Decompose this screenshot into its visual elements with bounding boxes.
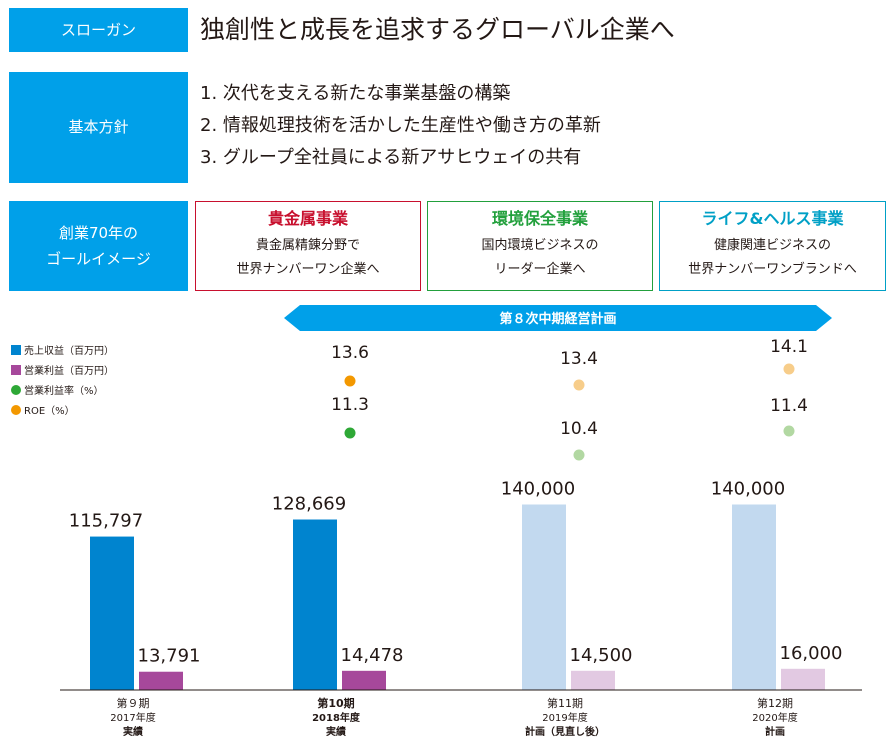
plan-banner-text: 第８次中期経営計画 [499, 311, 616, 327]
bar-revenue [732, 504, 776, 690]
x-tick-label-status: 計画 [765, 725, 785, 738]
bar-revenue [293, 519, 337, 690]
bar-value-label: 16,000 [780, 643, 843, 664]
margin-value-label: 11.3 [331, 395, 369, 415]
goal-label: 創業70年の ゴールイメージ [9, 201, 188, 291]
bar-operating-profit [571, 670, 615, 690]
margin-value-label: 11.4 [770, 396, 808, 416]
policy-label: 基本方針 [9, 72, 188, 183]
legend-label: ROE（%） [24, 405, 75, 417]
goal-card-line1: 健康関連ビジネスの [713, 238, 831, 253]
legend-swatch-square [11, 365, 21, 375]
goal-card-line2: リーダー企業へ [494, 262, 586, 277]
goal-card-line1: 貴金属精錬分野で [255, 238, 360, 253]
goal-card-line2: 世界ナンバーワン企業へ [236, 262, 380, 277]
bar-revenue [90, 536, 134, 690]
bar-value-label: 140,000 [711, 479, 785, 500]
goal-card-life-health: ライフ&ヘルス事業 健康関連ビジネスの 世界ナンバーワンブランドへ [659, 201, 886, 291]
goal-card-title: 貴金属事業 [267, 209, 348, 228]
goal-card-precious-metals: 貴金属事業 貴金属精錬分野で 世界ナンバーワン企業へ [195, 201, 421, 291]
plan-banner-arrow [284, 305, 832, 331]
policy-list: 1. 次代を支える新たな事業基盤の構築 2. 情報処理技術を活かした生産性や働き… [200, 78, 601, 174]
bar-value-label: 140,000 [501, 479, 575, 500]
goal-card-title: ライフ&ヘルス事業 [701, 209, 844, 228]
policy-item: 3. グループ全社員による新アサヒウェイの共有 [200, 147, 582, 168]
bar-value-label: 14,500 [570, 645, 633, 666]
roe-value-label: 14.1 [770, 337, 808, 357]
margin-point [573, 449, 585, 461]
legend-label: 営業利益率（%） [24, 384, 104, 397]
roe-value-label: 13.4 [560, 349, 598, 369]
legend-swatch-circle [11, 405, 21, 415]
legend-label: 売上収益（百万円） [24, 344, 114, 357]
x-tick-label-period: 第９期 [117, 696, 150, 710]
x-tick-label-period: 第10期 [317, 696, 354, 710]
goal-label-line1: 創業70年の [58, 223, 139, 242]
x-tick-label-period: 第11期 [547, 696, 583, 710]
policy-label-text: 基本方針 [68, 118, 129, 137]
x-tick-label-status: 実績 [123, 725, 143, 738]
policy-item: 1. 次代を支える新たな事業基盤の構築 [200, 83, 511, 104]
goal-card-environment: 環境保全事業 国内環境ビジネスの リーダー企業へ [427, 201, 653, 291]
slogan-label-text: スローガン [60, 20, 136, 39]
margin-value-label: 10.4 [560, 419, 598, 439]
x-tick-label-year: 2020年度 [752, 711, 797, 724]
goal-card-title: 環境保全事業 [491, 209, 588, 228]
x-tick-label-period: 第12期 [757, 696, 793, 710]
legend-swatch-circle [11, 385, 21, 395]
x-tick-label-status: 計画（見直し後） [525, 725, 605, 738]
roe-point [344, 375, 356, 387]
x-tick-label-year: 2019年度 [542, 711, 587, 724]
bar-operating-profit [781, 668, 825, 690]
legend-label: 営業利益（百万円） [24, 364, 114, 377]
margin-point [783, 425, 795, 437]
x-tick-label-year: 2017年度 [110, 711, 155, 724]
bar-operating-profit [139, 671, 183, 690]
x-tick-label-status: 実績 [326, 725, 346, 738]
bar-revenue [522, 504, 566, 690]
roe-value-label: 13.6 [331, 343, 369, 363]
x-tick-label-year: 2018年度 [312, 711, 361, 724]
margin-point [344, 427, 356, 439]
bar-operating-profit [342, 670, 386, 690]
bar-value-label: 13,791 [138, 646, 201, 667]
slogan-text: 独創性と成長を追求するグローバル企業へ [200, 15, 675, 44]
goal-card-line1: 国内環境ビジネスの [481, 238, 599, 253]
roe-point [573, 379, 585, 391]
bar-value-label: 115,797 [69, 511, 143, 532]
policy-item: 2. 情報処理技術を活かした生産性や働き方の革新 [200, 115, 601, 136]
legend-swatch-square [11, 345, 21, 355]
goal-label-line2: ゴールイメージ [46, 250, 151, 268]
roe-point [783, 363, 795, 375]
slogan-label: スローガン [9, 8, 188, 52]
goal-card-line2: 世界ナンバーワンブランドへ [688, 262, 857, 277]
bar-value-label: 14,478 [341, 645, 404, 666]
bar-value-label: 128,669 [272, 494, 346, 515]
